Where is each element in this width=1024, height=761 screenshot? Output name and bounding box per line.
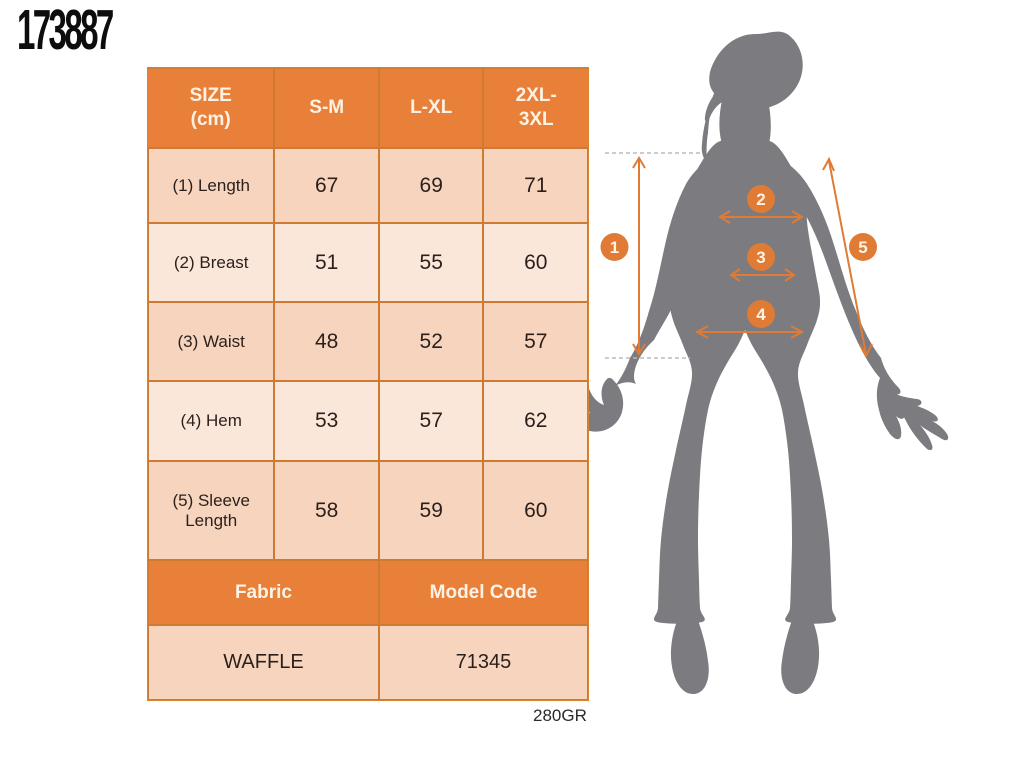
svg-text:4: 4 (756, 305, 766, 324)
svg-text:1: 1 (610, 238, 619, 257)
svg-text:5: 5 (858, 238, 867, 257)
svg-text:2: 2 (756, 190, 765, 209)
svg-text:3: 3 (756, 248, 765, 267)
